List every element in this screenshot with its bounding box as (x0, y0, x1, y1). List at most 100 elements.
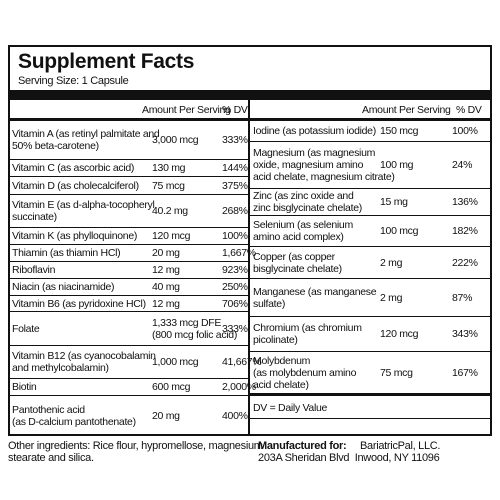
nutrient-amount: 15 mg (380, 196, 408, 208)
dv-cell: 268% (222, 195, 258, 227)
nutrient-dv: 167% (452, 366, 478, 379)
nutrient-dv: 333% (222, 322, 248, 335)
nutrient-row: Vitamin E (as d-alpha-tocopheryl succinat… (10, 195, 248, 228)
dv-header: % DV (456, 104, 482, 116)
nutrient-amount: 75 mcg (152, 179, 185, 192)
dv-cell: 136% (452, 189, 490, 215)
amount-cell: 3,000 mcg (152, 121, 232, 159)
nutrient-row: Biotin 600 mcg 2,000% (10, 379, 256, 396)
dv-cell: 250% (222, 279, 258, 295)
amount-header: Amount Per Serving (362, 104, 451, 116)
nutrient-dv: 923% (222, 264, 248, 276)
amount-cell: 12 mg (152, 296, 232, 311)
nutrient-amount: 600 mcg (152, 381, 191, 393)
nutrient-name: Chromium (as chromium (253, 322, 362, 334)
nutrient-dv: 100% (452, 125, 478, 137)
nutrient-name: bisglycinate chelate) (253, 262, 342, 275)
dv-cell: 24% (452, 142, 490, 188)
nutrient-name: Vitamin D (as cholecalciferol) (12, 179, 139, 192)
name-cell: Vitamin B12 (as cyanocobalamin and methyl… (12, 346, 156, 378)
amount-cell: 100 mg (380, 142, 450, 188)
nutrient-name: Molybdenum (253, 354, 311, 367)
dv-cell: 375% (222, 177, 258, 194)
nutrient-row: Chromium (as chromium picolinate) 120 mcg 3… (250, 317, 490, 352)
nutrient-dv: 24% (452, 159, 473, 171)
name-cell: Niacin (as niacinamide) (12, 279, 142, 295)
name-cell: Copper (as copper bisglycinate chelate) (253, 247, 379, 278)
nutrient-amount: (800 mcg folic acid) (152, 328, 238, 341)
nutrient-name: Zinc (as zinc oxide and (253, 190, 354, 202)
manufacturer-name: BariatricPal, LLC. (360, 440, 441, 452)
dv-cell: 343% (452, 317, 490, 351)
nutrient-name: Vitamin E (as d-alpha-tocopheryl (12, 199, 155, 211)
nutrient-row: Vitamin A (as retinyl palmitate and 50% b… (10, 121, 248, 160)
nutrient-row: Manganese (as manganese sulfate) 2 mg 87% (250, 279, 490, 317)
name-cell: Zinc (as zinc oxide and zinc bisglycinate… (253, 189, 379, 215)
name-cell: Vitamin K (as phylloquinone) (12, 228, 142, 244)
footnote: DV = Daily Value (253, 402, 328, 414)
nutrient-amount: 100 mcg (380, 225, 419, 237)
nutrient-name: 50% beta-carotene) (12, 140, 99, 152)
name-cell: Folate (12, 312, 142, 345)
nutrient-amount: 2 mg (380, 256, 403, 269)
nutrient-amount: 12 mg (152, 297, 180, 310)
nutrient-dv: 182% (452, 225, 478, 237)
name-cell: Vitamin A (as retinyl palmitate and 50% b… (12, 121, 160, 159)
nutrient-dv: 706% (222, 297, 248, 310)
nutrient-amount: 40.2 mg (152, 205, 188, 217)
nutrient-name: Niacin (as niacinamide) (12, 281, 115, 293)
nutrient-dv: 268% (222, 205, 248, 217)
nutrient-amount: 120 mcg (380, 328, 419, 340)
nutrient-dv: 2,000% (222, 381, 256, 393)
nutrient-dv: 400% (222, 409, 248, 422)
nutrient-row: Selenium (as selenium amino acid complex)… (250, 216, 490, 247)
nutrient-name: Iodine (as potassium iodide) (253, 125, 376, 137)
nutrient-name: Magnesium (as magnesium (253, 147, 376, 159)
nutrient-row: Thiamin (as thiamin HCl) 20 mg 1,667% (10, 245, 256, 262)
nutrient-amount: 3,000 mcg (152, 134, 199, 146)
nutrient-row: Vitamin B6 (as pyridoxine HCl) 12 mg 706% (10, 296, 248, 312)
nutrient-name: and methylcobalamin) (12, 362, 109, 374)
nutrient-amount: 100 mg (380, 159, 414, 171)
nutrient-name: (as molybdenum amino (253, 366, 357, 379)
nutrient-name: acid chelate) (253, 378, 309, 391)
amount-cell: 40.2 mg (152, 195, 232, 227)
dv-cell: 100% (222, 228, 258, 244)
nutrient-name: Vitamin B12 (as cyanocobalamin (12, 350, 156, 362)
nutrient-row: Molybdenum (as molybdenum amino acid chela… (250, 352, 490, 393)
nutrient-dv: 333% (222, 134, 248, 146)
amount-cell: 1,333 mcg DFE (800 mcg folic acid) (152, 312, 238, 345)
amount-cell: 40 mg (152, 279, 232, 295)
name-cell: Selenium (as selenium amino acid complex) (253, 216, 379, 246)
nutrient-dv: 87% (452, 291, 473, 304)
nutrient-dv: 222% (452, 256, 478, 269)
nutrient-dv: 343% (452, 328, 478, 340)
other-ingredients: stearate and silica. (8, 452, 94, 464)
name-cell: Vitamin D (as cholecalciferol) (12, 177, 142, 194)
manufacturer-label: Manufactured for: (258, 440, 347, 452)
nutrient-name: succinate) (12, 211, 57, 223)
nutrient-amount: 2 mg (380, 291, 403, 304)
nutrient-dv: 1,667% (222, 247, 256, 259)
nutrient-name: zinc bisglycinate chelate) (253, 202, 362, 214)
nutrient-dv: 100% (222, 230, 248, 242)
nutrient-row: Riboflavin 12 mg 923% (10, 262, 248, 279)
dv-cell: 182% (452, 216, 490, 246)
nutrient-amount: 1,333 mcg DFE (152, 316, 222, 329)
nutrient-name: Vitamin C (as ascorbic acid) (12, 162, 135, 174)
nutrient-amount: 1,000 mcg (152, 356, 199, 368)
nutrient-row: Magnesium (as magnesium oxide, magnesium … (250, 142, 490, 189)
name-cell: Pantothenic acid (as D-calcium pantothena… (12, 396, 142, 435)
nutrient-name: Copper (as copper (253, 250, 335, 263)
name-cell: Riboflavin (12, 262, 142, 278)
dv-cell: 333% (222, 121, 258, 159)
nutrient-amount: 12 mg (152, 264, 180, 276)
nutrient-row: Zinc (as zinc oxide and zinc bisglycinate… (250, 189, 490, 216)
nutrient-name: Vitamin A (as retinyl palmitate and (12, 128, 160, 140)
nutrient-name: Folate (12, 322, 40, 335)
dv-cell: 2,000% (222, 379, 258, 395)
nutrient-name: Biotin (12, 381, 37, 393)
amount-cell: 120 mcg (152, 228, 232, 244)
nutrient-name: Manganese (as manganese (253, 285, 377, 298)
dv-cell: 222% (452, 247, 490, 278)
